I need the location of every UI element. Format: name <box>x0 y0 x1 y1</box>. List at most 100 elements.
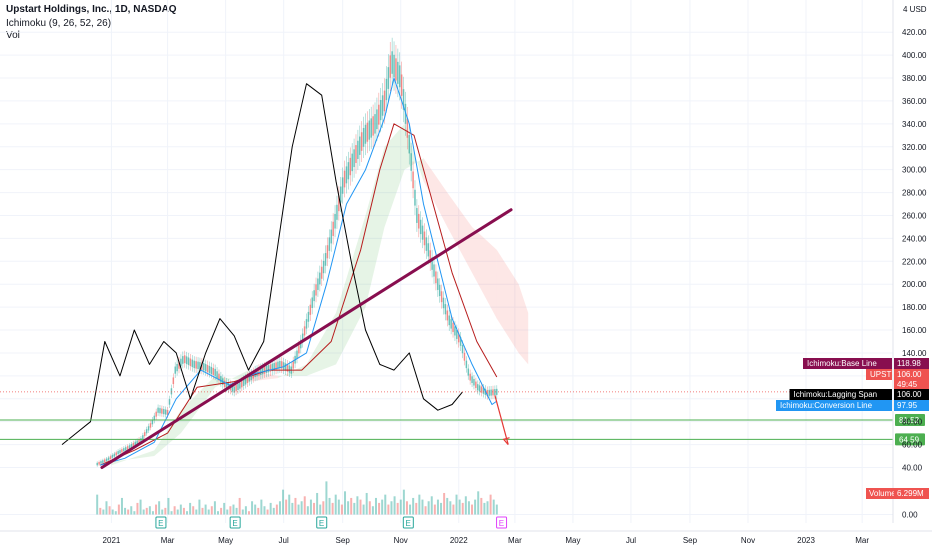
time-tick-label: Jul <box>626 536 636 545</box>
volume-bar <box>241 509 244 515</box>
candle-body <box>459 337 462 346</box>
volume-bar <box>263 506 266 515</box>
grid <box>0 0 893 523</box>
candle-body <box>100 461 102 464</box>
base-line <box>99 123 498 466</box>
volume-bar <box>155 504 158 515</box>
candle-body <box>288 365 291 373</box>
symbol-title[interactable]: Upstart Holdings, Inc., 1D, NASDAQ <box>6 4 177 15</box>
candle-body <box>223 380 226 388</box>
volume-bar <box>216 511 219 515</box>
candle-body <box>467 368 470 376</box>
svg-text:6.299M: 6.299M <box>897 489 924 498</box>
volume-bar <box>291 502 294 515</box>
candle-body <box>155 411 157 417</box>
candle-body <box>202 363 205 371</box>
volume-bar <box>300 501 303 515</box>
candle-body <box>349 157 352 176</box>
conversion-line <box>99 77 498 466</box>
price-tick-label: 420.00 <box>902 28 927 37</box>
candle-body <box>153 415 156 421</box>
candle-body <box>345 166 348 184</box>
rising-trendline <box>100 208 513 469</box>
svg-text:118.98: 118.98 <box>897 359 921 368</box>
price-tick-label: 340.00 <box>902 120 927 129</box>
candle-body <box>389 55 392 78</box>
candle-body <box>374 114 376 134</box>
candle-body <box>279 361 281 369</box>
candle-body <box>233 386 235 393</box>
svg-text:E: E <box>319 519 324 528</box>
candle-body <box>130 444 133 448</box>
price-tick-label: 300.00 <box>902 166 927 175</box>
time-tick-label: 2023 <box>797 536 815 545</box>
candle-body <box>368 120 371 140</box>
candle-body <box>452 322 454 333</box>
ichimoku-legend[interactable]: Ichimoku (9, 26, 52, 26) <box>6 18 112 29</box>
candle-body <box>267 365 270 373</box>
candle-body <box>473 378 475 386</box>
volume-bar <box>430 496 433 515</box>
volume-bar <box>127 509 130 515</box>
volume-bar <box>210 506 213 515</box>
volume-bar <box>102 509 105 515</box>
earnings-marker-upcoming: E <box>496 516 508 529</box>
candle-body <box>417 213 420 229</box>
candle-body <box>115 452 118 456</box>
candle-body <box>134 441 137 446</box>
volume-bar <box>192 506 195 515</box>
volume-bar <box>399 499 402 515</box>
candle-body <box>189 358 192 367</box>
price-tick-label: 380.00 <box>902 74 927 83</box>
volume-bar <box>220 507 223 515</box>
candle-body <box>269 364 272 372</box>
candle-body <box>425 237 428 251</box>
candle-body <box>250 373 253 381</box>
volume-legend[interactable]: Vol <box>6 30 20 41</box>
candle-body <box>208 365 211 374</box>
volume-bar <box>378 502 381 515</box>
candle-body <box>258 368 260 376</box>
volume-label: Volume 6.299M <box>866 488 929 499</box>
candle-body <box>168 399 171 405</box>
candle-body <box>103 459 106 463</box>
horizontal-levels: 81.52 64.59 <box>0 391 925 446</box>
candle-body <box>341 177 344 194</box>
volume-bar <box>353 502 356 515</box>
volume-bar <box>415 502 418 515</box>
candle-body <box>201 362 203 370</box>
candle-body <box>336 204 338 220</box>
candle-body <box>408 134 411 154</box>
time-tick-label: Nov <box>741 536 755 545</box>
candle-body <box>364 124 367 144</box>
price-label-ichimoku-lagging-span: Ichimoku:Lagging Span 106.00 <box>789 389 929 400</box>
volume-bar <box>390 501 393 515</box>
candle-body <box>197 361 199 370</box>
candle-body <box>128 445 131 449</box>
candle-body <box>355 145 357 164</box>
volume-bar <box>170 511 173 515</box>
candle-body <box>372 116 374 136</box>
volume-bar <box>337 499 340 515</box>
cloud-segment <box>518 284 529 365</box>
candle-body <box>161 408 163 414</box>
volume-bar <box>244 506 247 515</box>
volume-bar <box>158 501 161 515</box>
volume-bar <box>238 497 241 515</box>
candle-body <box>126 446 129 450</box>
candle-body <box>123 448 125 452</box>
volume-bar <box>412 497 415 515</box>
volume-bar <box>433 504 436 515</box>
cloud-segment <box>447 192 473 273</box>
candle-body <box>162 409 165 415</box>
candle-body <box>482 387 485 394</box>
price-tick-label: 140.00 <box>902 349 927 358</box>
candle-body <box>412 171 414 189</box>
candle-body <box>296 350 298 359</box>
svg-text:Ichimoku:Lagging Span: Ichimoku:Lagging Span <box>794 390 878 399</box>
candle-body <box>450 319 452 329</box>
volume-bar <box>120 497 123 515</box>
volume-bar <box>489 494 492 515</box>
